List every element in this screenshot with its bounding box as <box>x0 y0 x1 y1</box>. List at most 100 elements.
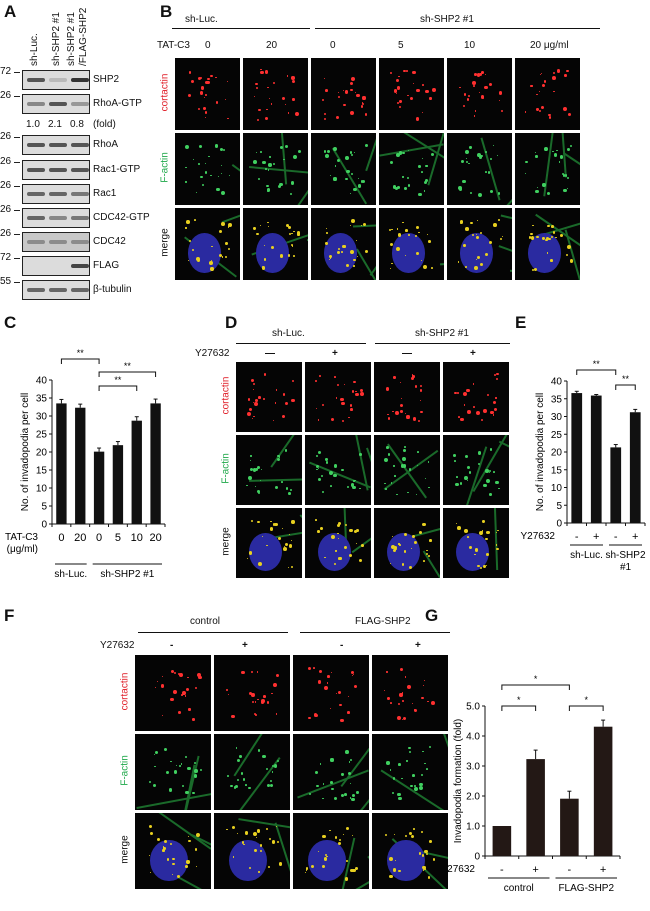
puncta <box>364 113 368 116</box>
puncta <box>484 537 488 541</box>
puncta <box>414 234 417 237</box>
puncta <box>569 144 573 148</box>
puncta <box>249 459 252 462</box>
puncta <box>348 417 350 419</box>
puncta <box>353 187 357 192</box>
puncta <box>267 169 269 171</box>
puncta <box>256 829 261 833</box>
puncta <box>425 852 429 856</box>
puncta <box>192 718 195 721</box>
puncta <box>566 177 570 180</box>
puncta <box>166 857 170 861</box>
puncta <box>386 761 390 765</box>
puncta <box>483 483 487 488</box>
puncta <box>187 676 189 679</box>
puncta <box>353 380 356 384</box>
puncta <box>359 453 362 456</box>
puncta <box>325 242 328 245</box>
puncta <box>261 266 265 269</box>
puncta <box>324 113 327 116</box>
puncta <box>398 75 400 77</box>
puncta <box>260 70 264 75</box>
group-label: sh-Luc. <box>185 14 218 25</box>
puncta <box>542 237 545 240</box>
puncta <box>476 258 478 260</box>
puncta <box>476 73 481 77</box>
mw-marker: 26 <box>0 204 21 215</box>
puncta <box>253 712 257 716</box>
puncta <box>396 78 400 82</box>
blot-label: RhoA-GTP <box>93 98 142 109</box>
y-tick-label: 4.0 <box>466 732 480 743</box>
puncta <box>275 674 279 678</box>
puncta <box>427 700 429 703</box>
puncta <box>407 94 409 97</box>
puncta <box>353 479 355 482</box>
group-label: control <box>504 883 534 894</box>
puncta <box>291 565 294 568</box>
puncta <box>397 186 400 189</box>
fiber <box>498 245 512 269</box>
puncta <box>361 180 366 184</box>
puncta <box>480 95 484 99</box>
puncta <box>153 753 155 756</box>
puncta <box>345 263 349 267</box>
puncta <box>426 768 429 771</box>
puncta <box>414 385 418 388</box>
puncta <box>195 191 198 194</box>
puncta <box>411 774 415 777</box>
puncta <box>163 839 168 844</box>
puncta <box>408 566 412 570</box>
puncta <box>308 716 311 720</box>
puncta <box>221 256 224 258</box>
puncta <box>393 465 395 467</box>
puncta <box>336 523 341 528</box>
puncta <box>227 226 230 229</box>
significance-bracket <box>501 684 570 690</box>
puncta <box>326 232 328 235</box>
puncta <box>389 161 394 165</box>
puncta <box>324 857 328 861</box>
puncta <box>321 490 325 494</box>
puncta <box>254 848 258 852</box>
puncta <box>386 445 390 449</box>
puncta <box>317 419 320 421</box>
puncta <box>170 697 174 702</box>
puncta <box>350 172 353 175</box>
nucleus <box>528 233 561 273</box>
row-label-cortactin: cortactin <box>119 672 131 711</box>
puncta <box>180 762 183 765</box>
puncta <box>241 670 245 675</box>
f-actin-micrograph <box>447 133 512 205</box>
puncta <box>322 797 324 800</box>
puncta <box>170 670 175 674</box>
puncta <box>287 112 290 114</box>
puncta <box>325 854 328 857</box>
f-actin-micrograph <box>135 734 211 810</box>
puncta <box>481 530 484 532</box>
nucleus <box>150 839 189 882</box>
row-label-merge: merge <box>159 228 171 257</box>
puncta <box>478 91 480 93</box>
blot-rac1-gtp <box>22 160 90 180</box>
puncta <box>288 492 292 496</box>
puncta <box>421 696 424 699</box>
puncta <box>307 666 312 671</box>
puncta <box>257 749 261 752</box>
puncta <box>342 89 344 91</box>
puncta <box>350 153 354 157</box>
puncta <box>282 547 287 551</box>
puncta <box>359 558 363 562</box>
condition-label: — <box>265 348 275 359</box>
puncta <box>316 785 319 788</box>
puncta <box>349 782 352 785</box>
blot-cdc42 <box>22 232 90 252</box>
puncta <box>250 519 254 523</box>
nucleus <box>308 839 347 882</box>
puncta <box>466 479 468 482</box>
puncta <box>236 832 238 834</box>
significance-label: ** <box>77 348 85 358</box>
puncta <box>544 147 548 151</box>
puncta <box>220 172 223 175</box>
puncta <box>339 703 342 707</box>
